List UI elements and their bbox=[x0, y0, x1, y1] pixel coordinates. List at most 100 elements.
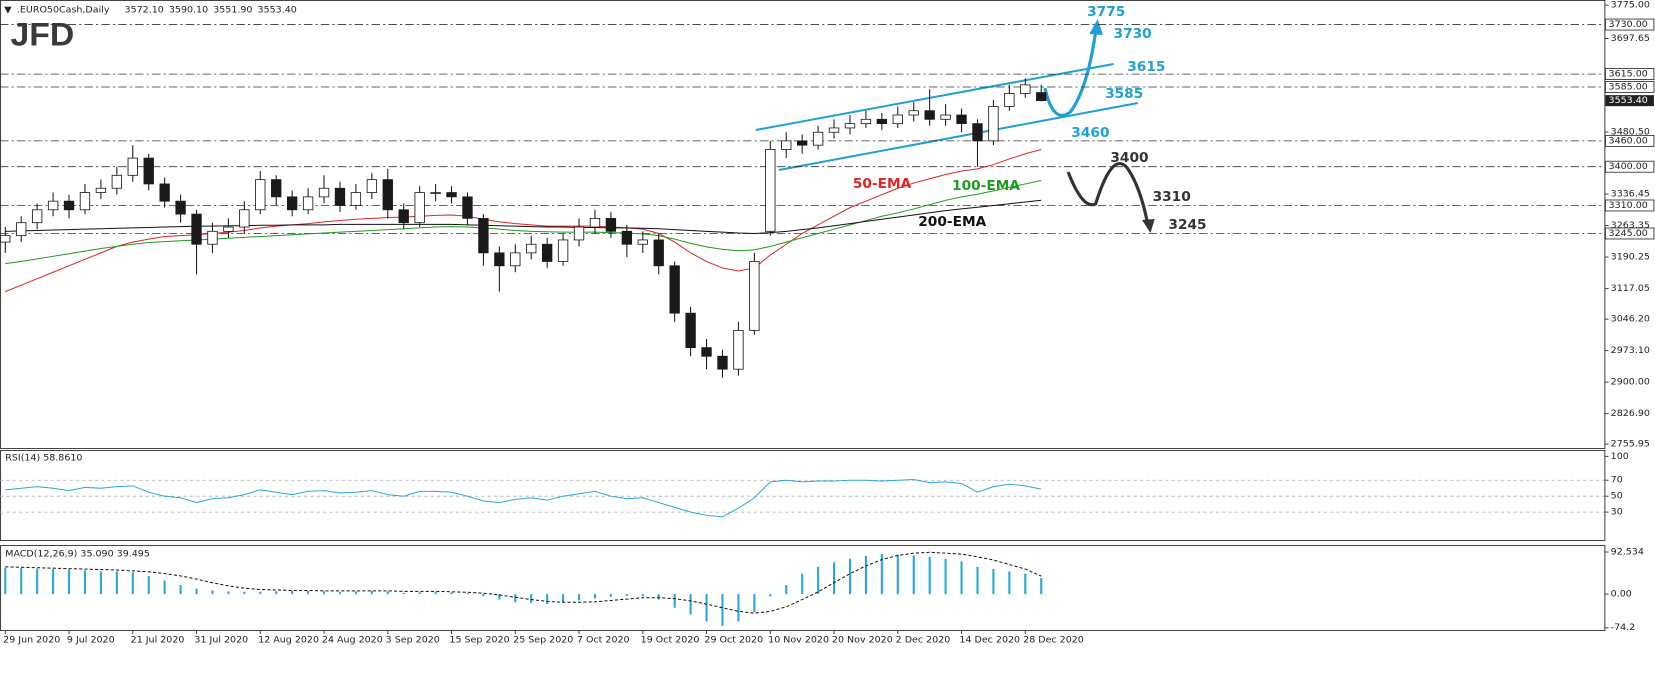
candle-body bbox=[701, 347, 712, 357]
bull-arrowhead bbox=[1089, 19, 1103, 35]
macd-bar bbox=[243, 591, 246, 595]
candle-body bbox=[494, 252, 505, 267]
macd-bar bbox=[737, 594, 740, 622]
candle-body bbox=[207, 230, 218, 245]
level-label: 3400.00 bbox=[1609, 161, 1648, 172]
candle-body bbox=[828, 127, 840, 133]
annotation: 3245 bbox=[1168, 218, 1206, 233]
candle-body bbox=[127, 157, 138, 176]
candle-body bbox=[956, 114, 967, 125]
candle-body bbox=[589, 217, 601, 228]
macd-bar bbox=[83, 570, 87, 595]
logo: JFD bbox=[11, 16, 75, 52]
x-tick-label: 29 Oct 2020 bbox=[704, 635, 763, 646]
level-box bbox=[1604, 199, 1655, 212]
macd-bar bbox=[657, 594, 660, 600]
candle-body bbox=[653, 239, 664, 267]
x-tick-label: 10 Nov 2020 bbox=[768, 635, 829, 646]
annotation: 100-EMA bbox=[952, 179, 1021, 194]
candle-body bbox=[940, 114, 951, 120]
candle-body bbox=[111, 174, 123, 189]
candle-body bbox=[16, 222, 27, 237]
candle-body bbox=[1004, 93, 1015, 107]
x-tick-label: 12 Aug 2020 bbox=[258, 635, 319, 646]
macd-bar bbox=[482, 594, 485, 597]
macd-bar bbox=[609, 594, 612, 597]
candle-body bbox=[972, 123, 983, 142]
channel bbox=[755, 63, 1139, 171]
y-tick-label: 3190.25 bbox=[1611, 252, 1650, 263]
candle-body bbox=[526, 243, 537, 254]
y-tick-label: 3046.20 bbox=[1611, 314, 1650, 325]
macd-bar bbox=[307, 590, 310, 595]
candle-body bbox=[541, 243, 553, 262]
macd-bar bbox=[753, 594, 756, 613]
bull-arrow bbox=[1043, 31, 1098, 117]
macd-bar bbox=[546, 594, 549, 605]
candle-body bbox=[286, 196, 298, 211]
macd-bar bbox=[562, 594, 565, 603]
macd-bar bbox=[52, 569, 55, 595]
annotation: 3585 bbox=[1105, 87, 1143, 102]
y-tick-label: 3775.00 bbox=[1611, 0, 1650, 11]
candle-body bbox=[366, 179, 378, 193]
candle-body bbox=[812, 131, 824, 146]
macd-bar bbox=[338, 591, 342, 595]
level-label: 3310.00 bbox=[1609, 200, 1648, 211]
macd-bar bbox=[99, 571, 102, 595]
candle-body bbox=[685, 312, 696, 349]
y-tick-label: 2973.10 bbox=[1611, 345, 1650, 356]
candle-body bbox=[860, 118, 872, 125]
x-tick-label: 9 Jul 2020 bbox=[67, 635, 115, 646]
macd-bar bbox=[530, 594, 533, 604]
y-tick-label: 3117.05 bbox=[1611, 283, 1650, 294]
candle-body bbox=[892, 114, 903, 125]
candle-body bbox=[510, 252, 521, 267]
macd-bar bbox=[163, 580, 166, 595]
x-tick-label: 28 Dec 2020 bbox=[1023, 635, 1084, 646]
y-tick-label: 3336.45 bbox=[1611, 189, 1650, 200]
x-tick-label: 7 Oct 2020 bbox=[577, 635, 630, 646]
macd-bar bbox=[1024, 573, 1027, 595]
macd-bar bbox=[275, 591, 278, 595]
candle-body bbox=[191, 213, 202, 245]
macd-bar bbox=[195, 588, 198, 595]
candle-body bbox=[143, 157, 154, 185]
y-tick-label: 70 bbox=[1611, 475, 1623, 486]
candle-body bbox=[302, 196, 314, 211]
channel-upper bbox=[755, 63, 1114, 131]
macd-bar bbox=[912, 555, 915, 595]
macd-bar bbox=[801, 573, 804, 595]
annotation: 50-EMA bbox=[853, 177, 912, 192]
macd-bar bbox=[147, 575, 150, 595]
candle-body bbox=[1020, 84, 1031, 94]
channel-lower bbox=[778, 102, 1139, 171]
x-tick-label: 20 Nov 2020 bbox=[832, 635, 893, 646]
macd-bar bbox=[115, 571, 118, 595]
macd-bar bbox=[434, 591, 437, 595]
macd-bar bbox=[498, 594, 501, 600]
y-tick-label: 92.534 bbox=[1611, 547, 1644, 558]
annotation: 3730 bbox=[1114, 27, 1152, 42]
candle-body bbox=[159, 183, 170, 202]
candle-body bbox=[462, 196, 473, 219]
y-tick-label: 2900.00 bbox=[1611, 377, 1650, 388]
macd-bar bbox=[928, 556, 931, 595]
macd-bar bbox=[593, 594, 597, 599]
y-tick-label: 3697.65 bbox=[1611, 33, 1650, 44]
y-tick-label: 30 bbox=[1611, 507, 1623, 518]
candle-body bbox=[733, 329, 744, 370]
macd-bar bbox=[960, 561, 963, 595]
candle-body bbox=[414, 192, 425, 224]
level-box bbox=[1604, 18, 1655, 31]
macd-bar bbox=[259, 591, 262, 595]
candle-body bbox=[621, 230, 633, 245]
candle-body bbox=[924, 110, 935, 120]
macd-bar bbox=[625, 594, 628, 596]
candle-body bbox=[844, 123, 856, 129]
header-ohlc: 3553.40 bbox=[258, 5, 297, 16]
macd-title: MACD(12,26,9) 35.090 39.495 bbox=[5, 549, 150, 560]
y-tick-label: -74.2 bbox=[1611, 622, 1636, 633]
y-tick-label: 2826.90 bbox=[1611, 408, 1650, 419]
